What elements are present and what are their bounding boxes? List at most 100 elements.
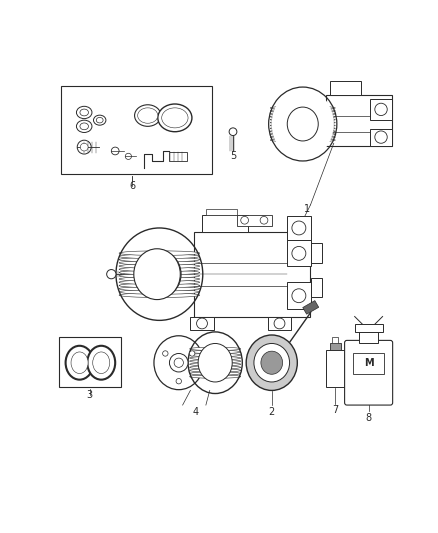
- Ellipse shape: [162, 108, 188, 128]
- Bar: [191, 317, 214, 330]
- Ellipse shape: [119, 267, 200, 272]
- Ellipse shape: [270, 109, 336, 113]
- Ellipse shape: [270, 130, 336, 133]
- Ellipse shape: [119, 270, 200, 275]
- Ellipse shape: [287, 107, 318, 141]
- Bar: [311, 244, 322, 263]
- Bar: [303, 301, 319, 314]
- Ellipse shape: [270, 106, 336, 110]
- Ellipse shape: [80, 123, 88, 130]
- Ellipse shape: [190, 369, 241, 372]
- FancyBboxPatch shape: [345, 341, 392, 405]
- Ellipse shape: [119, 277, 200, 281]
- Ellipse shape: [66, 346, 93, 379]
- Text: 1: 1: [304, 205, 310, 214]
- Bar: [326, 350, 345, 387]
- Ellipse shape: [270, 118, 336, 122]
- Text: M: M: [364, 358, 374, 368]
- Bar: [194, 232, 311, 317]
- Circle shape: [375, 103, 387, 116]
- Ellipse shape: [270, 126, 336, 131]
- Ellipse shape: [138, 251, 181, 297]
- Circle shape: [260, 216, 268, 224]
- Bar: [237, 215, 272, 225]
- Bar: [59, 337, 120, 387]
- Ellipse shape: [119, 293, 200, 297]
- Bar: [370, 128, 392, 146]
- Text: 7: 7: [332, 406, 339, 415]
- Ellipse shape: [119, 273, 200, 278]
- Ellipse shape: [190, 359, 241, 363]
- Ellipse shape: [144, 257, 175, 291]
- Circle shape: [107, 270, 116, 279]
- Ellipse shape: [190, 357, 241, 360]
- Bar: [355, 324, 382, 332]
- Ellipse shape: [71, 352, 88, 374]
- Text: 4: 4: [193, 407, 199, 417]
- Ellipse shape: [119, 289, 200, 294]
- Circle shape: [292, 289, 306, 303]
- Circle shape: [274, 318, 285, 329]
- Bar: [170, 152, 187, 161]
- Circle shape: [292, 221, 306, 235]
- Ellipse shape: [190, 375, 241, 378]
- Ellipse shape: [198, 343, 232, 382]
- Ellipse shape: [80, 109, 88, 116]
- Ellipse shape: [270, 138, 336, 142]
- Ellipse shape: [190, 366, 241, 369]
- Ellipse shape: [93, 115, 106, 125]
- Circle shape: [176, 378, 181, 384]
- Bar: [353, 353, 384, 374]
- Circle shape: [190, 351, 195, 356]
- Circle shape: [229, 128, 237, 135]
- Ellipse shape: [119, 254, 200, 259]
- Ellipse shape: [119, 286, 200, 291]
- Ellipse shape: [119, 251, 200, 255]
- Circle shape: [111, 147, 119, 155]
- Text: 5: 5: [230, 151, 236, 161]
- Ellipse shape: [119, 280, 200, 285]
- Bar: [287, 282, 311, 309]
- Circle shape: [77, 140, 91, 154]
- Text: 2: 2: [268, 407, 275, 417]
- Ellipse shape: [138, 108, 158, 123]
- Bar: [332, 336, 339, 343]
- Ellipse shape: [190, 347, 241, 351]
- Bar: [268, 317, 291, 330]
- Text: 8: 8: [366, 413, 372, 423]
- Circle shape: [292, 246, 306, 260]
- Ellipse shape: [119, 264, 200, 269]
- Ellipse shape: [190, 362, 241, 366]
- Ellipse shape: [77, 120, 92, 133]
- Bar: [206, 209, 237, 215]
- Ellipse shape: [270, 120, 336, 125]
- Ellipse shape: [119, 257, 200, 262]
- Bar: [202, 215, 248, 232]
- Bar: [326, 95, 392, 146]
- Ellipse shape: [93, 352, 110, 374]
- Ellipse shape: [190, 353, 241, 357]
- Ellipse shape: [158, 104, 192, 132]
- Ellipse shape: [190, 372, 241, 375]
- Ellipse shape: [270, 124, 336, 127]
- Circle shape: [80, 143, 88, 151]
- Circle shape: [174, 358, 184, 367]
- Ellipse shape: [246, 335, 297, 391]
- Circle shape: [162, 351, 168, 356]
- Text: 6: 6: [129, 181, 135, 191]
- Ellipse shape: [134, 105, 161, 126]
- Bar: [370, 99, 392, 120]
- Bar: [311, 278, 322, 297]
- Ellipse shape: [254, 343, 290, 382]
- Circle shape: [170, 353, 188, 372]
- Ellipse shape: [270, 115, 336, 119]
- Bar: [61, 85, 212, 174]
- Text: 3: 3: [87, 390, 93, 400]
- Bar: [330, 343, 341, 350]
- Ellipse shape: [190, 350, 241, 353]
- Ellipse shape: [119, 283, 200, 288]
- Bar: [287, 239, 311, 266]
- Ellipse shape: [87, 346, 115, 379]
- Ellipse shape: [134, 249, 180, 300]
- Circle shape: [375, 131, 387, 143]
